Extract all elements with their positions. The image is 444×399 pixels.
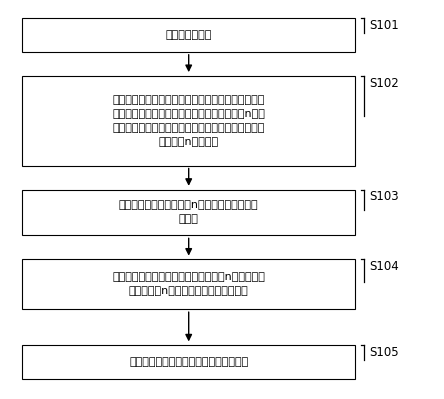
FancyBboxPatch shape (22, 190, 355, 235)
FancyBboxPatch shape (22, 76, 355, 166)
Text: 将首地址、缓存单元个数n以及待存储数据写入
缓存区: 将首地址、缓存单元个数n以及待存储数据写入 缓存区 (119, 200, 258, 225)
Text: S104: S104 (369, 260, 399, 273)
Text: 将待存储数据写入首地址所指示的地址区: 将待存储数据写入首地址所指示的地址区 (129, 357, 248, 367)
Text: S105: S105 (369, 346, 399, 359)
Text: 从缓存区中提取首地址和缓存单元个数n，并根据缓
存单元个数n从缓存区中提取待存储数据: 从缓存区中提取首地址和缓存单元个数n，并根据缓 存单元个数n从缓存区中提取待存储… (112, 272, 265, 296)
FancyBboxPatch shape (22, 259, 355, 309)
FancyBboxPatch shape (22, 18, 355, 52)
Text: S103: S103 (369, 190, 399, 203)
Text: S101: S101 (369, 19, 399, 32)
Text: 获取待存储数据: 获取待存储数据 (166, 30, 212, 40)
Text: 确定待存储数据的类型所对应的地址区的首地址，以
及待存储数据在缓存区中所占的缓存单元个数n；其
中，每种类型的数据分别对应一个存放该类型数据的
地址区，n为正整: 确定待存储数据的类型所对应的地址区的首地址，以 及待存储数据在缓存区中所占的缓存… (112, 95, 265, 147)
Text: S102: S102 (369, 77, 399, 90)
FancyBboxPatch shape (22, 345, 355, 379)
